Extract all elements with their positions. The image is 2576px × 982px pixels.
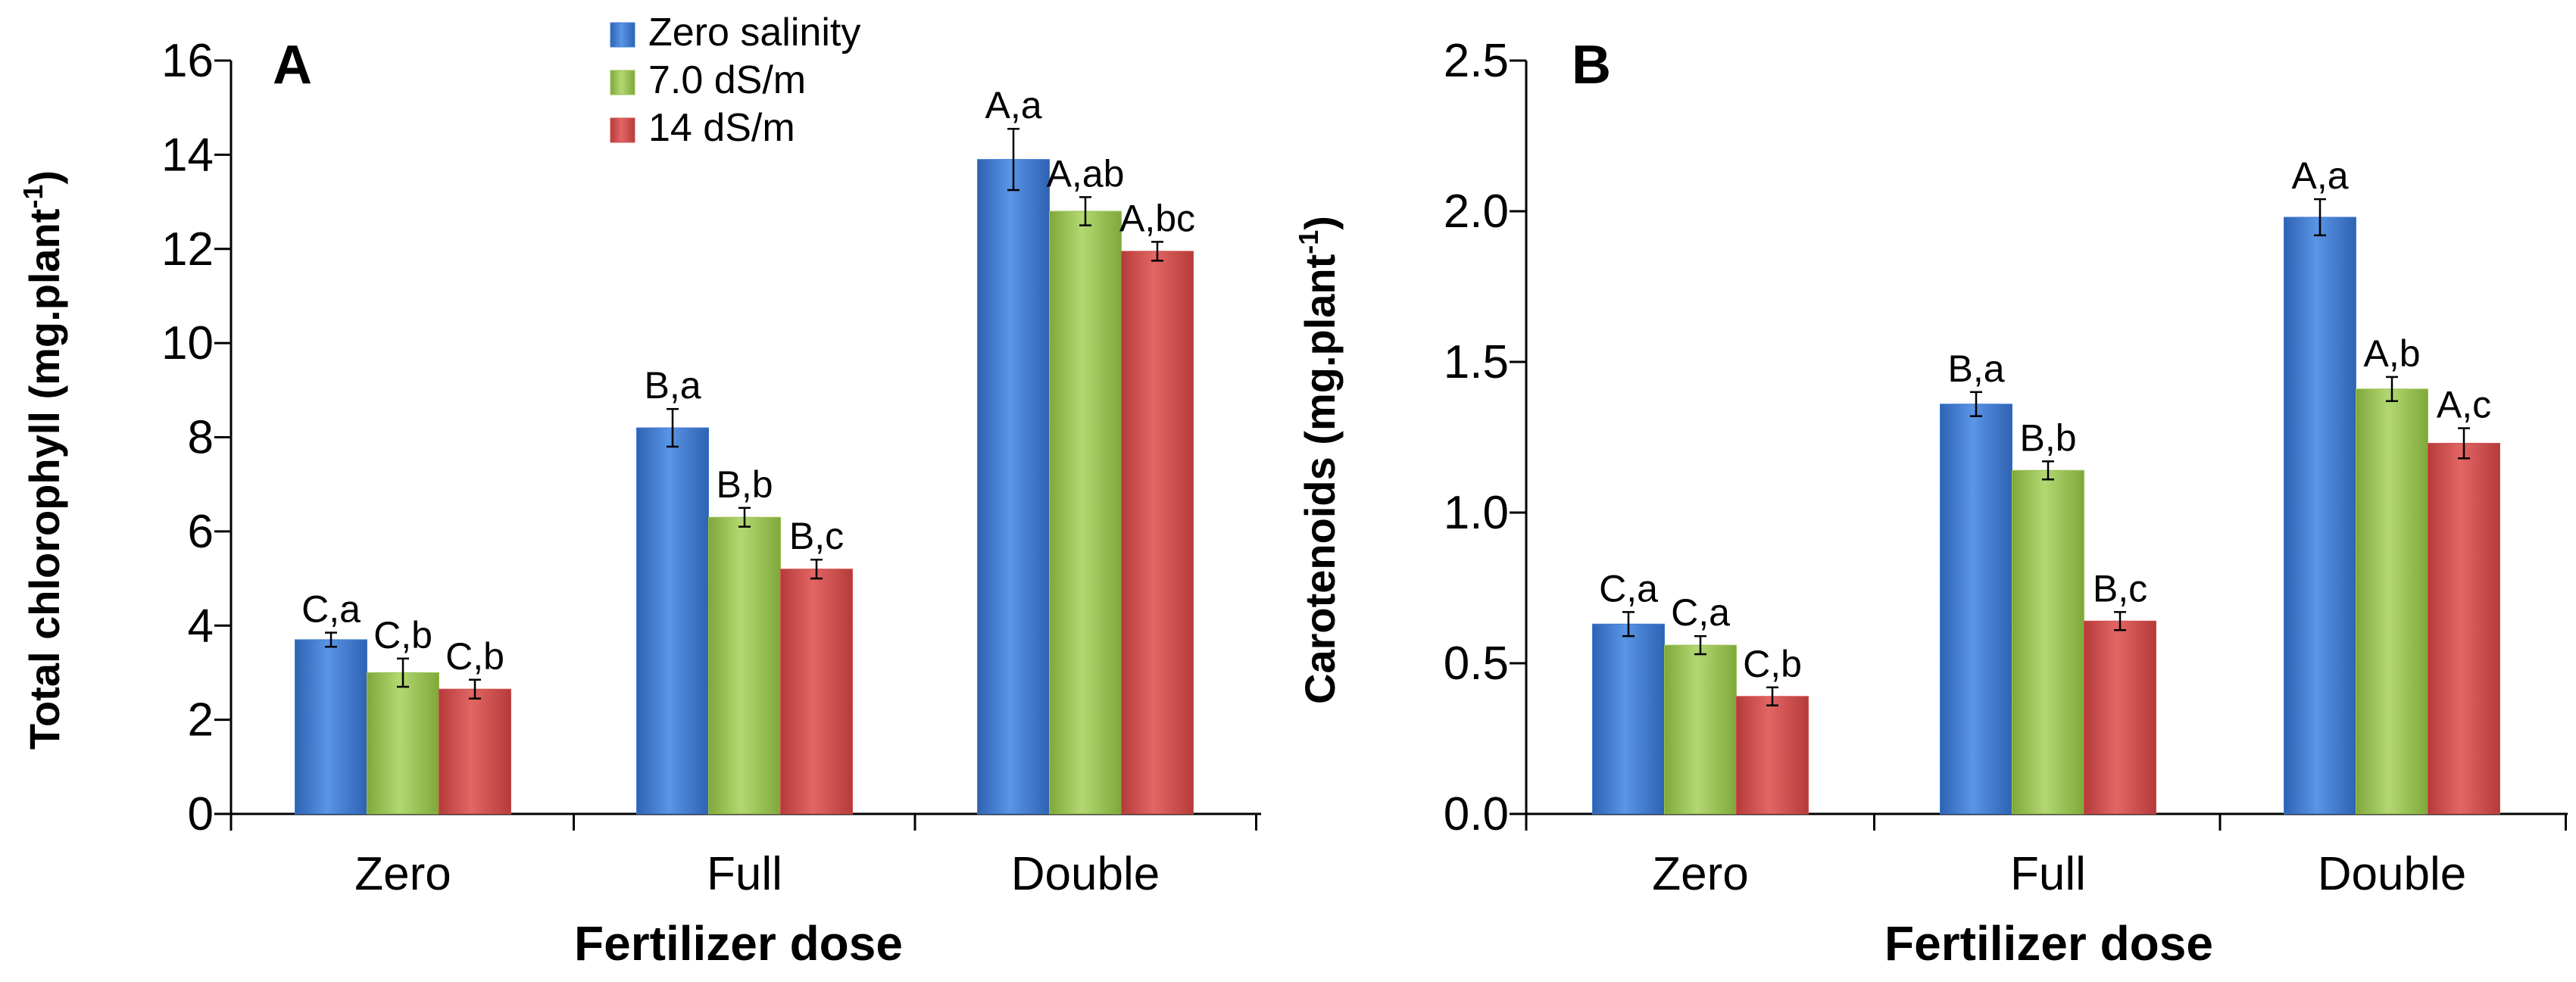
bar-zero-salinity-zero — [1592, 623, 1665, 815]
x-axis-title: Fertilizer dose — [1884, 916, 2213, 971]
bar-zero-salinity-full — [636, 427, 709, 815]
y-tick-label: 1.5 — [1444, 336, 1509, 388]
bar-ds7-double — [1049, 210, 1122, 815]
bar-ds7-full — [708, 516, 781, 815]
y-axis-title-superscript: -1 — [1293, 230, 1324, 254]
bar-ds14-zero — [1736, 696, 1809, 815]
y-tick-label: 0.5 — [1444, 638, 1509, 690]
y-tick-label: 0.0 — [1444, 788, 1509, 840]
data-label: B,b — [2019, 416, 2076, 459]
bar-zero-salinity-double — [2284, 217, 2356, 815]
data-label: C,b — [1743, 643, 1802, 685]
data-label: B,c — [789, 515, 844, 557]
y-tick-label: 10 — [161, 317, 214, 369]
bar-zero-salinity-zero — [295, 639, 367, 815]
bar-zero-salinity-full — [1940, 404, 2012, 815]
bar-ds7-full — [2012, 469, 2084, 815]
bar-ds7-zero — [1664, 644, 1737, 815]
data-label: B,c — [2093, 567, 2147, 609]
bar-ds14-full — [2084, 620, 2156, 815]
x-category-label: Double — [1011, 848, 1160, 900]
panel-label-b: B — [1572, 35, 1611, 95]
data-label: A,b — [2363, 332, 2420, 375]
data-label: B,b — [716, 463, 773, 506]
legend-swatch-ds14 — [610, 117, 635, 143]
bar-ds14-zero — [439, 688, 511, 815]
data-label: A,c — [2437, 384, 2491, 426]
y-tick-label: 2.5 — [1444, 35, 1509, 87]
x-category-label: Full — [2010, 848, 2086, 900]
data-label: A,ab — [1047, 152, 1125, 195]
y-tick-label: 2.0 — [1444, 185, 1509, 238]
y-tick-label: 4 — [188, 600, 214, 652]
y-axis-title-main: Total chlorophyll (mg.plant — [20, 209, 68, 750]
y-axis-title-close: ) — [20, 170, 68, 185]
y-axis-title-close: ) — [1296, 216, 1344, 230]
data-label: C,a — [1599, 567, 1658, 609]
bar-ds14-double — [1121, 251, 1194, 815]
y-axis-title-main: Carotenoids (mg.plant — [1296, 254, 1344, 704]
data-label: B,a — [1947, 348, 2004, 390]
y-tick-label: 6 — [188, 506, 214, 558]
y-tick-label: 0 — [188, 788, 214, 840]
y-axis-title-superscript: -1 — [17, 185, 48, 209]
legend-label-ds14: 14 dS/m — [648, 106, 795, 150]
data-label: C,b — [373, 614, 432, 656]
data-label: A,a — [2291, 154, 2348, 197]
y-tick-label: 16 — [161, 35, 214, 87]
legend-swatch-ds7 — [610, 70, 635, 95]
y-tick-label: 1.0 — [1444, 487, 1509, 539]
chart-panel-a: 0 2 4 6 8 10 12 14 16 Zero Full Double C,a B,a A,a C,b B… — [17, 35, 1261, 971]
x-axis-title: Fertilizer dose — [574, 916, 903, 971]
y-tick-label: 14 — [161, 129, 214, 181]
y-tick-label: 12 — [161, 223, 214, 276]
data-label: A,bc — [1119, 197, 1195, 239]
y-tick-label: 2 — [188, 694, 214, 747]
bar-ds14-full — [780, 569, 853, 815]
bar-ds14-double — [2428, 442, 2500, 815]
y-axis-title: Total chlorophyll (mg.plant-1) — [17, 170, 68, 750]
x-category-label: Zero — [1652, 848, 1748, 900]
legend-label-ds7: 7.0 dS/m — [648, 58, 806, 102]
data-label: C,a — [301, 588, 361, 631]
x-category-label: Double — [2318, 848, 2466, 900]
y-axis-title: Carotenoids (mg.plant-1) — [1293, 216, 1344, 704]
bar-ds7-double — [2356, 388, 2428, 815]
data-label: A,a — [985, 84, 1041, 126]
bar-ds7-zero — [367, 672, 439, 815]
data-label: C,b — [445, 635, 504, 678]
panel-label-a: A — [273, 35, 312, 95]
data-label: C,a — [1671, 591, 1730, 634]
chart-panel-b: 0.0 0.5 1.0 1.5 2.0 2.5 Zero Full Double C,a B,a A,… — [1293, 35, 2568, 971]
legend-swatch-zero-salinity — [610, 22, 635, 48]
x-category-label: Zero — [354, 848, 451, 900]
bar-zero-salinity-double — [977, 159, 1050, 815]
legend-label-zero-salinity: Zero salinity — [648, 11, 860, 55]
data-label: B,a — [644, 364, 701, 407]
y-tick-label: 8 — [188, 412, 214, 464]
x-category-label: Full — [707, 848, 782, 900]
